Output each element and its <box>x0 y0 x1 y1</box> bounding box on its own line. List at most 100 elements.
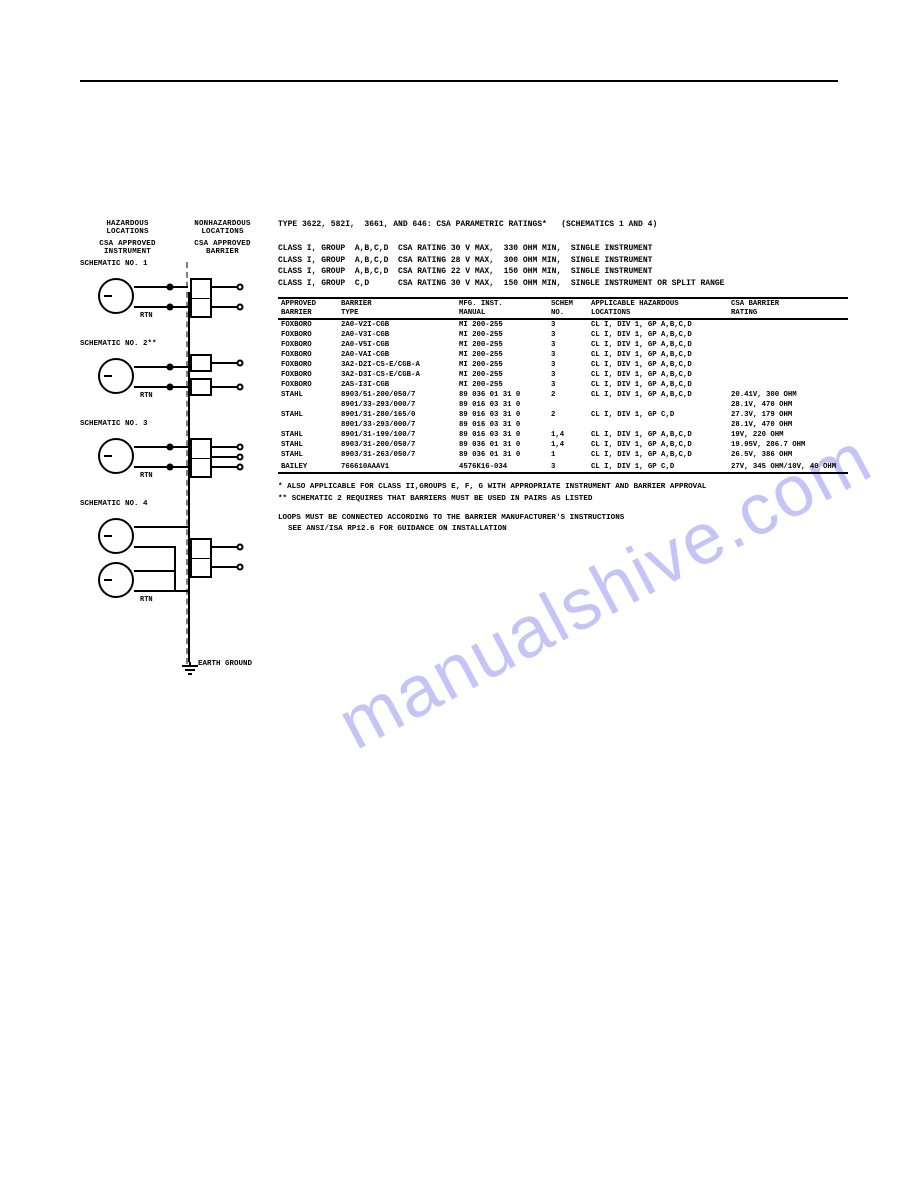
table-cell: FOXBORO <box>278 330 338 340</box>
barrier-table: APPROVEDBARRIER BARRIERTYPE MFG. INST.MA… <box>278 297 848 474</box>
table-cell: 89 016 03 31 0 <box>456 410 548 420</box>
table-cell <box>728 370 848 380</box>
table-row: BAILEY766610AAAV14576K16-0343CL I, DIV 1… <box>278 462 848 473</box>
schematic-2: SCHEMATIC NO. 2** RTN <box>80 342 270 422</box>
table-cell: 89 036 01 31 0 <box>456 450 548 460</box>
table-cell: STAHL <box>278 410 338 420</box>
table-cell: 1,4 <box>548 440 588 450</box>
th-barrier: APPROVEDBARRIER <box>278 298 338 319</box>
table-cell: 2A0-VAI-CGB <box>338 350 456 360</box>
table-cell: 8903/31-263/050/7 <box>338 450 456 460</box>
table-cell: 2 <box>548 390 588 400</box>
table-cell: 3 <box>548 319 588 330</box>
table-cell: 89 016 03 31 0 <box>456 430 548 440</box>
rtn-label: RTN <box>140 312 153 320</box>
table-cell: CL I, DIV 1, GP A,B,C,D <box>588 340 728 350</box>
hazardous-label: HAZARDOUS LOCATIONS <box>80 220 175 236</box>
table-cell <box>588 420 728 430</box>
footnote-4: SEE ANSI/ISA RP12.6 FOR GUIDANCE ON INST… <box>288 524 848 535</box>
table-row: STAHL8903/31-263/050/789 036 01 31 01CL … <box>278 450 848 460</box>
table-row: STAHL8901/31-199/100/789 016 03 31 01,4C… <box>278 430 848 440</box>
rtn-label: RTN <box>140 472 153 480</box>
table-row: FOXBORO2AS-I3I-CGBMI 200-2553CL I, DIV 1… <box>278 380 848 390</box>
schematic-diagram: HAZARDOUS LOCATIONS NONHAZARDOUS LOCATIO… <box>80 220 270 672</box>
csa-barrier-label: CSA APPROVED BARRIER <box>175 240 270 256</box>
table-cell: MI 200-255 <box>456 350 548 360</box>
table-cell: 2 <box>548 410 588 420</box>
table-cell <box>548 400 588 410</box>
earth-ground-label: EARTH GROUND <box>198 660 252 668</box>
table-cell: 3 <box>548 360 588 370</box>
table-cell: 3 <box>548 340 588 350</box>
table-cell: 3A2-D2I-CS-E/CGB-A <box>338 360 456 370</box>
table-cell: STAHL <box>278 390 338 400</box>
table-cell: 1 <box>548 450 588 460</box>
table-cell: 2A0-V5I-CGB <box>338 340 456 350</box>
rating-1: CLASS I, GROUP A,B,C,D CSA RATING 30 V M… <box>278 243 848 255</box>
table-cell: FOXBORO <box>278 370 338 380</box>
table-row: FOXBORO2A0-V5I-CGBMI 200-2553CL I, DIV 1… <box>278 340 848 350</box>
table-cell: 3 <box>548 462 588 473</box>
table-cell <box>728 380 848 390</box>
table-cell: CL I, DIV 1, GP A,B,C,D <box>588 330 728 340</box>
content: HAZARDOUS LOCATIONS NONHAZARDOUS LOCATIO… <box>80 220 848 672</box>
table-cell: 89 036 01 31 0 <box>456 390 548 400</box>
table-cell: 19V, 220 OHM <box>728 430 848 440</box>
table-cell: CL I, DIV 1, GP A,B,C,D <box>588 450 728 460</box>
table-cell: MI 200-255 <box>456 380 548 390</box>
th-rating: CSA BARRIERRATING <box>728 298 848 319</box>
table-cell: STAHL <box>278 440 338 450</box>
table-cell: 2AS-I3I-CGB <box>338 380 456 390</box>
table-cell: MI 200-255 <box>456 319 548 330</box>
table-cell: CL I, DIV 1, GP A,B,C,D <box>588 350 728 360</box>
schematic-4: SCHEMATIC NO. 4 RTN <box>80 502 270 632</box>
table-cell: 3 <box>548 380 588 390</box>
table-row: 8901/33-293/000/789 016 03 31 028.1V, 47… <box>278 420 848 430</box>
title-line: TYPE 3622, 582I, 3661, AND 646: CSA PARA… <box>278 220 848 229</box>
table-row: FOXBORO2A0-VAI-CGBMI 200-2553CL I, DIV 1… <box>278 350 848 360</box>
schematic-3-label: SCHEMATIC NO. 3 <box>80 420 148 428</box>
table-cell <box>728 330 848 340</box>
table-row: 8901/33-293/000/789 016 03 31 028.1V, 47… <box>278 400 848 410</box>
table-cell <box>728 350 848 360</box>
rating-2: CLASS I, GROUP A,B,C,D CSA RATING 28 V M… <box>278 255 848 267</box>
table-row: STAHL8901/31-280/165/089 016 03 31 02CL … <box>278 410 848 420</box>
rtn-label: RTN <box>140 392 153 400</box>
table-cell: 19.95V, 286.7 OHM <box>728 440 848 450</box>
table-cell <box>548 420 588 430</box>
table-cell: FOXBORO <box>278 380 338 390</box>
table-cell: MI 200-255 <box>456 370 548 380</box>
table-cell: 89 016 03 31 0 <box>456 400 548 410</box>
table-cell: 28.1V, 470 OHM <box>728 420 848 430</box>
table-cell: FOXBORO <box>278 340 338 350</box>
schematic-2-label: SCHEMATIC NO. 2** <box>80 340 157 348</box>
table-row: FOXBORO2A0-V2I-CGBMI 200-2553CL I, DIV 1… <box>278 319 848 330</box>
table-row: STAHL8903/51-200/050/789 036 01 31 02CL … <box>278 390 848 400</box>
th-type: BARRIERTYPE <box>338 298 456 319</box>
table-cell: 8901/33-293/000/7 <box>338 420 456 430</box>
schematic-1: SCHEMATIC NO. 1 RTN <box>80 262 270 342</box>
text-column: TYPE 3622, 582I, 3661, AND 646: CSA PARA… <box>278 220 848 536</box>
table-cell: CL I, DIV 1, GP A,B,C,D <box>588 430 728 440</box>
table-row: FOXBORO3A2-D2I-CS-E/CGB-AMI 200-2553CL I… <box>278 360 848 370</box>
table-cell: MI 200-255 <box>456 340 548 350</box>
table-cell <box>278 420 338 430</box>
table-cell: 8901/31-199/100/7 <box>338 430 456 440</box>
table-cell: 8903/51-200/050/7 <box>338 390 456 400</box>
table-cell: CL I, DIV 1, GP A,B,C,D <box>588 360 728 370</box>
top-rule <box>80 80 838 82</box>
earth-ground-icon <box>180 662 200 678</box>
footnote-1: * ALSO APPLICABLE FOR CLASS II,GROUPS E,… <box>278 482 848 493</box>
footnote-3: LOOPS MUST BE CONNECTED ACCORDING TO THE… <box>278 513 848 524</box>
table-cell: 89 036 01 31 0 <box>456 440 548 450</box>
table-cell: 766610AAAV1 <box>338 462 456 473</box>
table-cell: 8901/31-280/165/0 <box>338 410 456 420</box>
table-row: STAHL8903/31-200/050/789 036 01 31 01,4C… <box>278 440 848 450</box>
rating-3: CLASS I, GROUP A,B,C,D CSA RATING 22 V M… <box>278 266 848 278</box>
table-cell <box>588 400 728 410</box>
table-cell: 3 <box>548 330 588 340</box>
table-cell: MI 200-255 <box>456 330 548 340</box>
table-cell: 3 <box>548 350 588 360</box>
table-cell: 20.41V, 300 OHM <box>728 390 848 400</box>
table-cell <box>278 400 338 410</box>
